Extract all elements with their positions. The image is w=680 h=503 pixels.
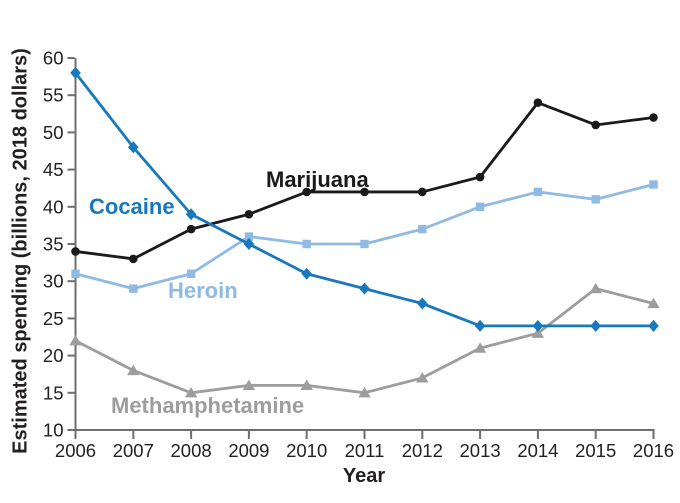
data-point-marker	[360, 239, 369, 249]
data-point-marker	[475, 172, 485, 182]
x-tick-label: 2008	[171, 440, 212, 461]
x-tick-label: 2013	[460, 440, 501, 461]
series-label-methamphetamine: Methamphetamine	[111, 393, 304, 418]
series-label-heroin: Heroin	[168, 278, 238, 303]
y-tick-label: 15	[43, 382, 64, 403]
data-point-marker	[416, 372, 429, 383]
y-tick-label: 10	[43, 420, 64, 441]
data-point-marker	[474, 319, 486, 332]
y-tick-label: 60	[43, 48, 64, 69]
y-tick-label: 45	[43, 159, 64, 180]
data-point-marker	[71, 247, 80, 256]
data-point-marker	[647, 297, 660, 309]
data-point-marker	[302, 187, 312, 197]
y-tick-label: 55	[43, 85, 64, 106]
y-tick-label: 35	[43, 234, 64, 255]
data-point-marker	[418, 224, 427, 234]
data-point-marker	[129, 254, 138, 264]
data-point-marker	[359, 282, 370, 295]
data-point-marker	[591, 120, 600, 130]
data-point-marker	[242, 379, 256, 390]
x-tick-label: 2010	[286, 440, 327, 461]
data-point-marker	[591, 195, 600, 204]
x-tick-label: 2015	[575, 440, 616, 461]
x-tick-label: 2009	[228, 440, 269, 461]
x-tick-label: 2016	[633, 440, 674, 461]
data-point-marker	[358, 387, 371, 398]
data-point-marker	[301, 267, 312, 280]
series-line-methamphetamine	[74, 287, 655, 395]
data-point-marker	[590, 319, 601, 332]
data-point-marker	[184, 387, 198, 398]
data-point-marker	[129, 284, 138, 293]
data-point-marker	[243, 238, 255, 250]
data-point-marker	[69, 334, 82, 346]
data-point-marker	[473, 342, 487, 353]
data-point-marker	[532, 319, 544, 332]
x-tick-label: 2014	[517, 440, 558, 461]
data-point-marker	[244, 209, 254, 219]
x-axis-title: Year	[342, 465, 386, 487]
y-tick-label: 30	[43, 271, 64, 292]
data-point-marker	[649, 180, 658, 189]
y-tick-label: 40	[43, 196, 64, 217]
data-point-marker	[70, 66, 81, 79]
series-label-marijuana: Marijuana	[266, 167, 369, 192]
data-point-marker	[186, 269, 196, 278]
data-point-marker	[71, 269, 80, 278]
data-point-marker	[127, 364, 140, 376]
data-point-marker	[589, 282, 602, 294]
y-tick-label: 50	[43, 122, 64, 143]
data-point-marker	[533, 98, 543, 107]
data-point-marker	[418, 187, 427, 197]
y-tick-label: 25	[43, 308, 64, 329]
data-point-marker	[300, 379, 313, 390]
x-tick-label: 2011	[345, 440, 385, 461]
data-point-marker	[475, 202, 485, 211]
data-point-marker	[360, 187, 369, 197]
data-point-marker	[531, 327, 545, 338]
data-point-marker	[648, 319, 659, 332]
data-point-marker	[302, 239, 311, 249]
data-point-marker	[417, 297, 428, 310]
data-point-marker	[533, 187, 543, 197]
x-tick-label: 2012	[402, 440, 443, 461]
y-tick-label: 20	[43, 345, 64, 366]
series-label-cocaine: Cocaine	[89, 194, 175, 219]
x-tick-label: 2006	[55, 440, 96, 461]
y-axis-title: Estimated spending (billions, 2018 dolla…	[9, 48, 32, 454]
data-point-marker	[244, 232, 254, 241]
data-point-marker	[649, 113, 658, 122]
data-point-marker	[128, 141, 139, 154]
data-point-marker	[185, 208, 197, 221]
x-tick-label: 2007	[113, 440, 154, 461]
data-point-marker	[186, 224, 196, 234]
